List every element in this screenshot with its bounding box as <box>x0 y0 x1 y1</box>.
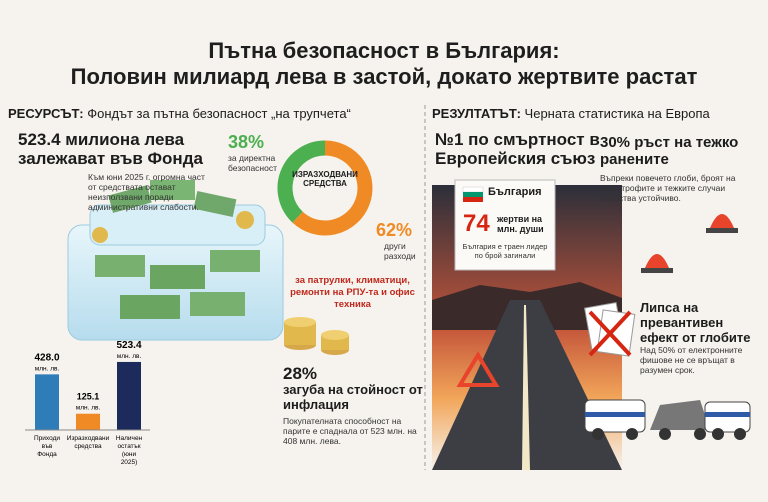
bar-unit-label: млн. лв. <box>35 365 60 372</box>
section-title: Фондът за пътна безопасност „на трупчета… <box>87 106 351 121</box>
bar <box>76 413 100 430</box>
banner-unit: жертви на млн. души <box>497 214 544 234</box>
bar-category-label: Изразходвани средства <box>67 435 110 450</box>
banner <box>454 179 556 271</box>
banner-figure: 74 <box>463 210 490 237</box>
headline-text: Към юни 2025 г. огромна част от средства… <box>88 172 205 212</box>
donut-value-label: 62% <box>376 220 413 240</box>
bar <box>117 361 141 430</box>
siren-icons <box>641 214 738 273</box>
section-header: РЕСУРСЪТ: Фондът за пътна безопасност „н… <box>8 106 351 121</box>
banner-country: България <box>488 186 542 198</box>
bar-category-label: Приходи във Фонда <box>34 435 60 458</box>
section-label: РЕСУРСЪТ: <box>8 106 84 121</box>
inflation-title: загуба на стойност от инфлация <box>283 382 423 412</box>
headline: 523.4 милиона лева залежават във Фонда <box>18 130 203 168</box>
inflation-text: Покупателната способност на парите е спа… <box>283 416 417 446</box>
bar-unit-label: млн. лв. <box>117 353 142 360</box>
donut-center-label: ИЗРАЗХОДВАНИ СРЕДСТВА <box>292 170 358 188</box>
donut-segment <box>292 140 373 236</box>
title: Половин милиард лева в застой, докато же… <box>70 64 698 89</box>
banner-note: България е траен лидер по брой загинали <box>462 242 548 260</box>
donut-segment <box>277 140 326 223</box>
donut-value-label: 38% <box>228 132 265 152</box>
crash-scene <box>584 399 751 440</box>
fines-title: Липса на превантивен ефект от глобите <box>640 300 751 345</box>
inflation-figure: 28% <box>283 364 318 383</box>
ice-cube-illustration <box>67 180 284 341</box>
bar-value-label: 523.4 <box>116 340 141 351</box>
headline: №1 по смъртност в Европейския съюз <box>435 130 600 168</box>
bar <box>35 374 59 430</box>
fines-text: Над 50% от електронните фишове не се връ… <box>640 345 743 375</box>
bar-category-label: Наличен остатък (юни 2025) <box>116 435 143 466</box>
warning-triangle <box>456 351 500 387</box>
injuries-text: Въпреки повечето глоби, броят на катастр… <box>600 173 736 203</box>
section-title: Черната статистика на Европа <box>524 106 710 121</box>
donut-legend: други разходи <box>384 241 416 261</box>
bar-value-label: 428.0 <box>34 352 59 363</box>
title: Пътна безопасност в България: <box>208 38 560 63</box>
section-label: РЕЗУЛТАТЪТ: <box>432 106 521 121</box>
donut-note: за патрулки, климатици, ремонти на РПУ-т… <box>290 275 415 310</box>
donut-legend: за директна безопасност <box>228 153 277 173</box>
section-header: РЕЗУЛТАТЪТ: Черната статистика на Европа <box>432 106 710 121</box>
ticket-icon <box>584 301 636 357</box>
coins-icon <box>284 317 349 355</box>
bar-value-label: 125.1 <box>77 392 100 402</box>
injuries-title: 30% ръст на тежко ранените <box>600 134 739 168</box>
bar-unit-label: млн. лв. <box>76 405 101 412</box>
